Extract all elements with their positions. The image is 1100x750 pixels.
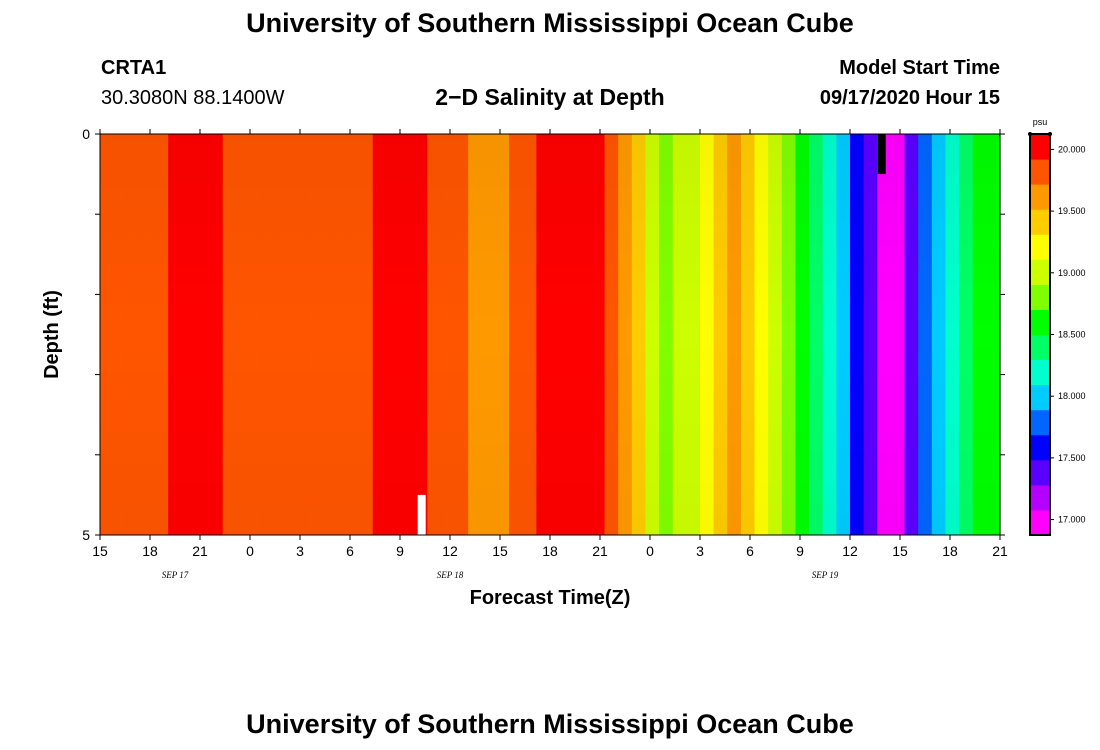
colorbar-segment <box>1030 459 1050 486</box>
x-tick-label: 21 <box>592 543 608 559</box>
x-tick-label: 9 <box>396 543 404 559</box>
heatmap-depth-shading <box>100 134 1000 535</box>
colorbar-tick-label: 18.500 <box>1058 330 1086 340</box>
date-label: SEP 17 <box>162 570 189 580</box>
x-tick-label: 9 <box>796 543 804 559</box>
y-tick-label: 5 <box>82 527 90 543</box>
colorbar-tick-label: 19.000 <box>1058 268 1086 278</box>
white-marker-bar <box>417 494 426 535</box>
colorbar-segment <box>1030 409 1050 436</box>
x-tick-label: 0 <box>246 543 254 559</box>
colorbar-segment <box>1030 184 1050 210</box>
colorbar-corner-dot <box>1048 132 1052 136</box>
model-start-value: 09/17/2020 Hour 15 <box>819 87 1000 109</box>
x-tick-label: 18 <box>542 543 558 559</box>
x-tick-label: 18 <box>142 543 158 559</box>
date-label: SEP 19 <box>812 570 839 580</box>
colorbar-segment <box>1030 209 1050 235</box>
x-tick-label: 18 <box>942 543 958 559</box>
x-axis-title: Forecast Time(Z) <box>470 587 631 609</box>
colorbar-corner-dot <box>1028 132 1032 136</box>
date-label: SEP 18 <box>437 570 464 580</box>
model-start-label: Model Start Time <box>839 57 1000 79</box>
x-tick-label: 21 <box>992 543 1008 559</box>
colorbar-unit: psu <box>1033 117 1048 127</box>
colorbar-segment <box>1030 334 1050 361</box>
colorbar-segment <box>1030 259 1050 285</box>
colorbar-segment <box>1030 284 1050 310</box>
colorbar-segment <box>1030 134 1050 160</box>
black-marker-bar <box>877 134 886 175</box>
x-tick-label: 15 <box>492 543 508 559</box>
colorbar-segment <box>1030 159 1050 185</box>
x-tick-label: 0 <box>646 543 654 559</box>
x-tick-label: 6 <box>746 543 754 559</box>
x-tick-label: 12 <box>442 543 458 559</box>
colorbar-segment <box>1030 509 1050 536</box>
y-tick-label: 0 <box>82 126 90 142</box>
colorbar-tick-label: 19.500 <box>1058 206 1086 216</box>
colorbar-tick-label: 18.000 <box>1058 391 1086 401</box>
x-tick-label: 3 <box>296 543 304 559</box>
station-coords: 30.3080N 88.1400W <box>101 87 285 109</box>
x-tick-label: 15 <box>92 543 108 559</box>
station-id: CRTA1 <box>101 57 167 79</box>
colorbar-segment <box>1030 234 1050 260</box>
colorbar-segment <box>1030 359 1050 386</box>
x-tick-label: 15 <box>892 543 908 559</box>
colorbar-tick-label: 17.000 <box>1058 515 1086 525</box>
colorbar-tick-label: 17.500 <box>1058 453 1086 463</box>
x-tick-label: 21 <box>192 543 208 559</box>
footer-title: University of Southern Mississippi Ocean… <box>246 709 854 739</box>
colorbar-segment <box>1030 384 1050 411</box>
plot-title: 2−D Salinity at Depth <box>435 84 665 110</box>
x-tick-label: 12 <box>842 543 858 559</box>
colorbar-tick-label: 20.000 <box>1058 144 1086 154</box>
colorbar-segment <box>1030 309 1050 335</box>
colorbar-segment <box>1030 484 1050 511</box>
colorbar-segment <box>1030 434 1050 461</box>
page-title: University of Southern Mississippi Ocean… <box>246 8 854 38</box>
x-tick-label: 6 <box>346 543 354 559</box>
x-tick-label: 3 <box>696 543 704 559</box>
y-axis-title: Depth (ft) <box>41 290 63 379</box>
